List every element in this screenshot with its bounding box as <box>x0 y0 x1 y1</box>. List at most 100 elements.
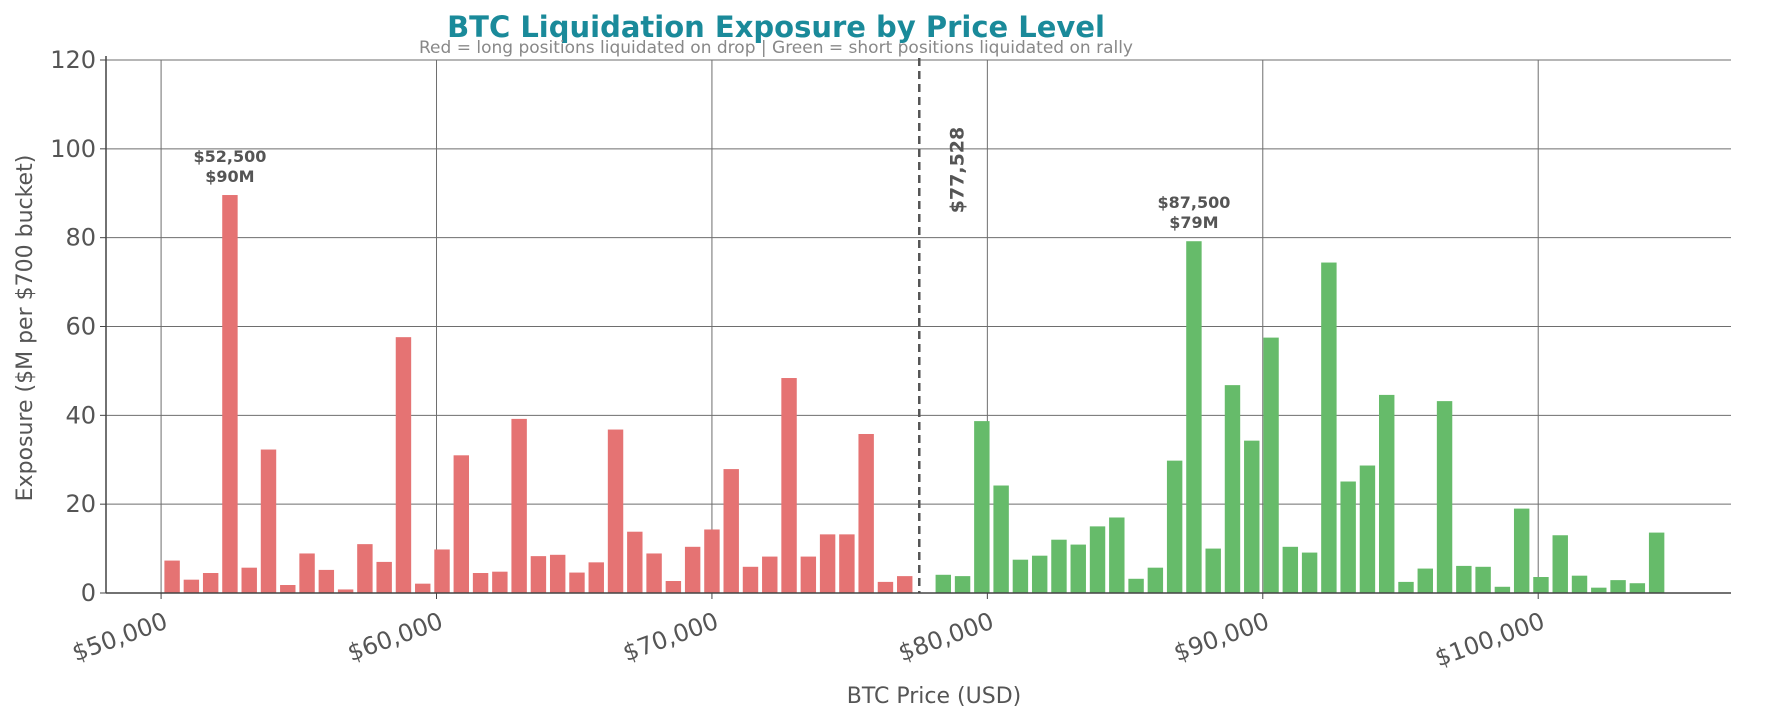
short-liquidation-bar <box>1012 559 1029 593</box>
short-liquidation-bar <box>1456 565 1472 593</box>
long-liquidation-bar <box>299 553 315 593</box>
short-liquidation-bar <box>1552 535 1568 593</box>
long-liquidation-bar <box>511 418 527 593</box>
long-liquidation-bar <box>723 469 739 593</box>
long-liquidation-bar <box>415 583 431 593</box>
y-tick-label: 100 <box>50 135 96 163</box>
long-liquidation-bar <box>280 585 296 593</box>
short-liquidation-bar <box>1205 548 1221 593</box>
long-liquidation-bar <box>588 562 604 593</box>
current-price-label: $77,528 <box>946 127 968 214</box>
chart-title: BTC Liquidation Exposure by Price Level <box>447 10 1105 44</box>
y-tick-label: 0 <box>81 579 96 607</box>
long-liquidation-bar <box>646 553 662 593</box>
bars <box>164 195 1665 593</box>
short-liquidation-bar <box>1398 581 1414 593</box>
x-tick-label: $90,000 <box>1170 607 1273 667</box>
annotation-value: $79M <box>1169 213 1218 232</box>
long-liquidation-bar <box>607 429 624 593</box>
long-liquidation-bar <box>530 556 547 593</box>
short-liquidation-bar <box>1629 583 1646 593</box>
long-liquidation-bar <box>781 378 797 593</box>
short-liquidation-bar <box>1166 460 1183 593</box>
long-liquidation-bar <box>742 566 759 593</box>
short-liquidation-bar <box>1321 262 1337 593</box>
axes <box>105 56 1731 594</box>
short-liquidation-bar <box>1591 587 1607 593</box>
short-liquidation-bar <box>1340 481 1356 593</box>
long-liquidation-bar <box>260 449 277 593</box>
short-liquidation-bar <box>1089 526 1106 593</box>
long-liquidation-bar <box>549 554 566 593</box>
long-liquidation-bar <box>800 556 817 593</box>
chart-subtitle: Red = long positions liquidated on drop … <box>419 38 1133 58</box>
short-liquidation-bar <box>1571 575 1588 593</box>
annotation-price: $52,500 <box>194 147 267 166</box>
long-liquidation-bar <box>858 433 874 593</box>
long-liquidation-bar <box>222 195 238 593</box>
y-tick-label: 40 <box>65 401 96 429</box>
short-liquidation-bar <box>1379 394 1395 593</box>
long-liquidation-bar <box>241 567 257 593</box>
long-liquidation-bar <box>492 571 508 593</box>
x-axis-label: BTC Price (USD) <box>847 684 1021 709</box>
short-liquidation-bar <box>1610 580 1626 593</box>
short-liquidation-bar <box>1244 440 1260 593</box>
long-liquidation-bar <box>762 556 778 593</box>
long-liquidation-bar <box>337 589 354 593</box>
annotation-value: $90M <box>205 167 254 186</box>
long-liquidation-bar <box>202 573 219 593</box>
y-tick-label: 120 <box>50 46 96 74</box>
x-tick-label: $70,000 <box>619 607 722 667</box>
short-liquidation-bar <box>1109 517 1125 593</box>
short-liquidation-bar <box>1224 385 1241 593</box>
short-liquidation-bar <box>1436 401 1453 593</box>
current-price-marker: $77,528 <box>918 58 968 593</box>
y-tick-label: 60 <box>65 313 96 341</box>
long-liquidation-bar <box>318 569 335 593</box>
short-liquidation-bar <box>1359 465 1376 593</box>
x-tick-label: $60,000 <box>344 607 447 667</box>
short-liquidation-bar <box>1494 586 1511 593</box>
long-liquidation-bar <box>453 455 470 593</box>
short-liquidation-bar <box>954 576 971 593</box>
long-liquidation-bar <box>357 544 373 593</box>
long-liquidation-bar <box>472 573 489 593</box>
long-liquidation-bar <box>395 337 412 593</box>
x-tick-label: $100,000 <box>1431 607 1548 672</box>
short-liquidation-bar <box>1128 578 1144 593</box>
short-liquidation-bar <box>993 485 1009 593</box>
short-liquidation-bar <box>1533 577 1549 593</box>
short-liquidation-bar <box>1282 546 1299 593</box>
short-liquidation-bar <box>1513 508 1530 593</box>
long-liquidation-bar <box>164 560 180 593</box>
short-liquidation-bar <box>1301 552 1318 593</box>
long-liquidation-bar <box>897 576 913 593</box>
long-liquidation-bar <box>877 581 894 593</box>
long-liquidation-bar <box>839 534 855 593</box>
short-liquidation-bar <box>1147 567 1164 593</box>
long-liquidation-bar <box>684 546 701 593</box>
y-axis-label: Exposure ($M per $700 bucket) <box>13 155 38 502</box>
short-liquidation-bar <box>974 421 990 593</box>
long-liquidation-bar <box>665 581 682 593</box>
x-tick-label: $50,000 <box>68 607 171 667</box>
short-liquidation-bar <box>935 574 951 593</box>
short-liquidation-bar <box>1475 566 1491 593</box>
bar-annotations: $52,500$90M $87,500$79M <box>194 147 1231 232</box>
long-liquidation-bar <box>704 529 720 593</box>
short-liquidation-bar <box>1648 532 1665 593</box>
short-liquidation-bar <box>1051 539 1067 593</box>
short-liquidation-bar <box>1417 568 1433 593</box>
y-tick-label: 20 <box>65 490 96 518</box>
long-liquidation-bar <box>183 579 200 593</box>
long-liquidation-bar <box>376 561 392 593</box>
short-liquidation-bar <box>1070 544 1086 593</box>
x-tick-label: $80,000 <box>895 607 998 667</box>
long-liquidation-bar <box>434 549 450 593</box>
long-liquidation-bar <box>627 531 643 593</box>
y-tick-label: 80 <box>65 224 96 252</box>
short-liquidation-bar <box>1186 241 1202 593</box>
